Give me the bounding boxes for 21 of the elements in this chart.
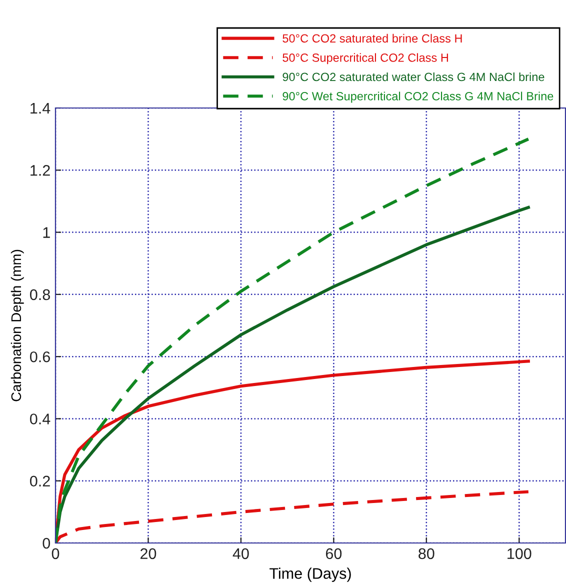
- line-series: [56, 138, 530, 543]
- x-axis-title: Time (Days): [270, 568, 351, 582]
- x-tick-label: 40: [232, 548, 249, 560]
- x-tick-label: 60: [326, 548, 342, 560]
- y-tick-label: 1.4: [30, 103, 50, 114]
- x-tick-label: 20: [140, 548, 156, 560]
- y-tick-label: 1: [43, 227, 50, 238]
- x-tick-label: 80: [418, 548, 434, 560]
- y-axis-title: Carbonation Depth (mm): [10, 250, 24, 402]
- legend-label: 50°C Supercritical CO2 Class H: [282, 53, 448, 64]
- y-tick-label: 0.8: [30, 289, 50, 300]
- legend-label: 50°C CO2 saturated brine Class H: [282, 34, 462, 43]
- y-tick-label: 0.2: [30, 476, 50, 487]
- y-tick-label: 0.6: [30, 351, 50, 362]
- y-tick-label: 0: [42, 538, 50, 549]
- x-tick-label: 100: [508, 548, 532, 560]
- legend-label: 90°C CO2 saturated water Class G 4M NaCl brine: [282, 72, 544, 82]
- legend-label: 90°C Wet Supercritical CO2 Class G 4M NaCl Brine: [282, 92, 554, 103]
- y-tick-label: 1.2: [30, 165, 50, 176]
- y-tick-label: 0.4: [30, 414, 50, 424]
- x-tick-label: 0: [52, 548, 60, 560]
